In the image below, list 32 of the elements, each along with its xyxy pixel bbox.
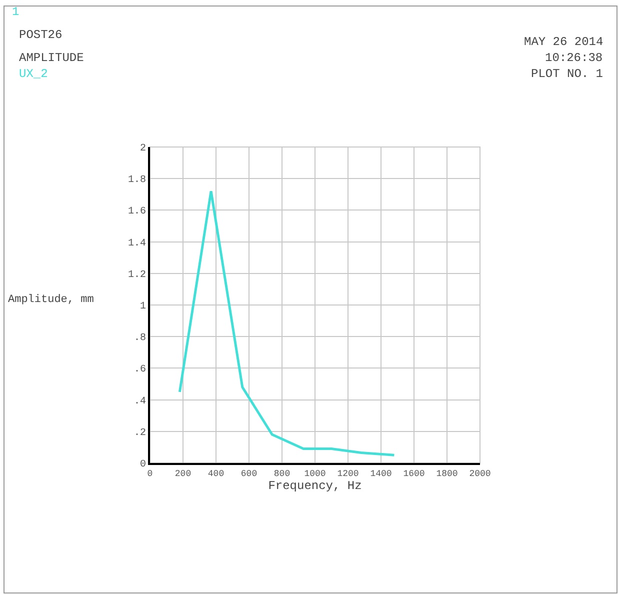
y-tick-label: .4 bbox=[134, 396, 146, 408]
x-tick-label: 800 bbox=[274, 468, 290, 479]
x-tick-label: 1000 bbox=[304, 468, 326, 479]
y-tick-label: 1.6 bbox=[128, 206, 146, 218]
x-tick-label: 1800 bbox=[436, 468, 458, 479]
text: 1 bbox=[12, 5, 20, 19]
y-tick-label: 1 bbox=[140, 302, 146, 312]
text: 10:26:38 bbox=[545, 51, 603, 65]
x-tick-label: 400 bbox=[208, 468, 224, 479]
x-tick-label: 1600 bbox=[403, 468, 425, 479]
text: MAY 26 2014 bbox=[524, 35, 604, 49]
text: AMPLITUDE bbox=[19, 51, 84, 65]
y-tick-label: .8 bbox=[134, 333, 146, 344]
text: PLOT NO. 1 bbox=[531, 67, 604, 81]
y-tick-label: .2 bbox=[134, 428, 146, 439]
x-tick-label: 200 bbox=[174, 468, 192, 479]
x-tick-label: 2000 bbox=[469, 468, 491, 479]
y-tick-label: 1.4 bbox=[128, 238, 146, 250]
x-tick-label: 600 bbox=[240, 468, 258, 479]
line-series bbox=[178, 190, 396, 456]
text: UX_2 bbox=[19, 67, 48, 81]
y-tick-label: .6 bbox=[134, 364, 146, 376]
x-axis-title: Frequency, Hz bbox=[268, 478, 362, 493]
y-tick-label: 1.2 bbox=[128, 270, 146, 281]
y-tick-label: 1.8 bbox=[128, 175, 146, 186]
text: POST26 bbox=[19, 28, 62, 42]
y-tick-label: 0 bbox=[140, 460, 146, 470]
x-tick-label: 1200 bbox=[337, 468, 359, 479]
x-tick-label: 0 bbox=[147, 468, 153, 479]
y-tick-label: 2 bbox=[140, 144, 146, 154]
x-tick-label: 1400 bbox=[370, 468, 392, 479]
y-axis-title: Amplitude, mm bbox=[8, 294, 94, 306]
